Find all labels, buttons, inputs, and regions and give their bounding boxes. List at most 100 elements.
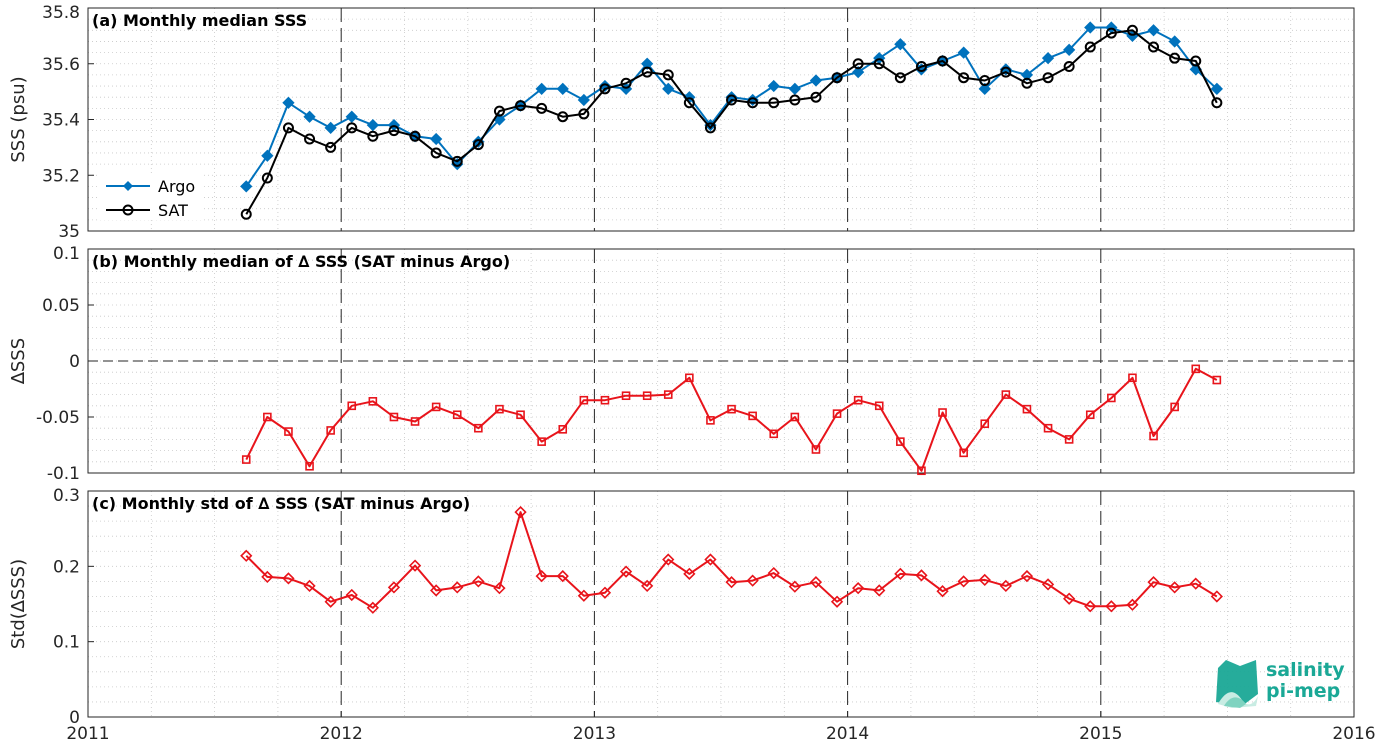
data-point: [577, 589, 590, 602]
data-point: [303, 110, 316, 123]
data-point: [979, 74, 991, 86]
logo-text-pi-mep: pi-mep: [1266, 680, 1340, 702]
data-point: [809, 576, 823, 589]
y-tick-label: -0.05: [36, 408, 80, 428]
data-point: [767, 79, 780, 93]
panel-title: (c) Monthly std of ∆ SSS (SAT minus Argo…: [92, 494, 470, 513]
data-point: [1128, 373, 1137, 383]
data-point: [790, 412, 800, 422]
data-point: [1210, 82, 1223, 95]
data-point: [706, 416, 715, 425]
data-point: [1189, 577, 1202, 590]
data-point: [261, 570, 274, 584]
data-point: [1041, 52, 1055, 65]
data-point: [1021, 77, 1033, 89]
data-point: [1149, 431, 1158, 441]
data-point: [662, 82, 675, 95]
y-tick-label: 35.8: [42, 3, 80, 23]
data-point: [388, 125, 400, 137]
data-point: [1168, 35, 1181, 48]
data-point: [999, 63, 1012, 76]
data-point: [1085, 410, 1095, 420]
data-point: [938, 408, 947, 417]
data-point: [685, 373, 694, 383]
panel-title: (b) Monthly median of ∆ SSS (SAT minus A…: [92, 252, 510, 271]
data-point: [598, 586, 612, 599]
data-point: [282, 122, 294, 134]
data-point: [619, 565, 633, 578]
data-point: [1170, 402, 1179, 412]
x-tick-label: 2013: [573, 724, 616, 744]
data-point: [241, 455, 251, 464]
data-point: [726, 94, 738, 106]
data-point: [811, 445, 821, 454]
data-point: [408, 559, 422, 572]
data-point: [1107, 393, 1116, 403]
data-point: [663, 390, 673, 399]
data-point: [1168, 581, 1181, 594]
x-tick-label: 2015: [1079, 724, 1122, 744]
data-point: [894, 72, 906, 84]
data-point: [999, 579, 1012, 593]
data-point: [556, 569, 569, 583]
legend-argo-marker: [123, 181, 133, 191]
data-point: [641, 57, 654, 70]
x-tick-label: 2014: [826, 724, 869, 744]
data-point: [516, 410, 525, 420]
x-tick-label: 2016: [1332, 724, 1375, 744]
data-point: [747, 97, 759, 109]
y-tick-label: 0: [69, 708, 80, 728]
data-point: [430, 132, 443, 146]
data-point: [410, 417, 420, 426]
x-tick-label: 2011: [66, 724, 109, 744]
data-point: [768, 97, 780, 109]
data-point: [1063, 592, 1076, 605]
data-point: [346, 122, 358, 134]
data-point: [535, 569, 548, 583]
y-axis-title: ∆SSS: [8, 338, 29, 385]
data-point: [1148, 41, 1160, 53]
series-line: [245, 367, 1218, 472]
data-point: [853, 395, 863, 405]
data-point: [683, 97, 695, 109]
data-point: [936, 585, 949, 598]
data-point: [537, 437, 546, 446]
data-point: [474, 423, 483, 433]
data-point: [852, 65, 865, 79]
data-point: [431, 402, 441, 412]
series-argo: [240, 21, 1223, 193]
data-point: [769, 429, 779, 439]
logo-text-salinity: salinity: [1266, 659, 1345, 681]
data-point: [662, 69, 674, 81]
data-point: [558, 425, 568, 434]
data-point: [1022, 404, 1032, 414]
y-tick-label: 0.2: [53, 557, 80, 577]
data-point: [978, 82, 991, 95]
data-point: [389, 412, 399, 422]
y-tick-label: 0.3: [53, 486, 80, 506]
data-point: [832, 409, 842, 418]
data-point: [873, 584, 886, 597]
data-point: [1126, 24, 1138, 36]
data-point: [958, 72, 970, 84]
data-point: [1147, 24, 1160, 37]
data-point: [788, 580, 801, 593]
data-point: [578, 108, 590, 120]
y-tick-label: 0.05: [42, 296, 80, 316]
data-point: [345, 110, 358, 123]
data-point: [662, 553, 675, 566]
data-point: [789, 94, 801, 106]
data-point: [577, 93, 590, 107]
data-point: [326, 426, 335, 435]
data-point: [873, 58, 885, 70]
data-point: [1212, 375, 1222, 385]
data-point: [430, 584, 443, 597]
data-point: [959, 448, 968, 458]
panel-a-monthly-median-sss: 35 35.2 35.4 35.6 35.8 SSS (psu) (a) Monthly m…: [8, 3, 1355, 242]
data-point: [240, 549, 253, 562]
data-point: [305, 461, 314, 471]
data-point: [746, 574, 759, 587]
legend-sat-label: SAT: [158, 201, 188, 220]
series-line: [245, 511, 1218, 609]
data-point: [978, 573, 991, 587]
